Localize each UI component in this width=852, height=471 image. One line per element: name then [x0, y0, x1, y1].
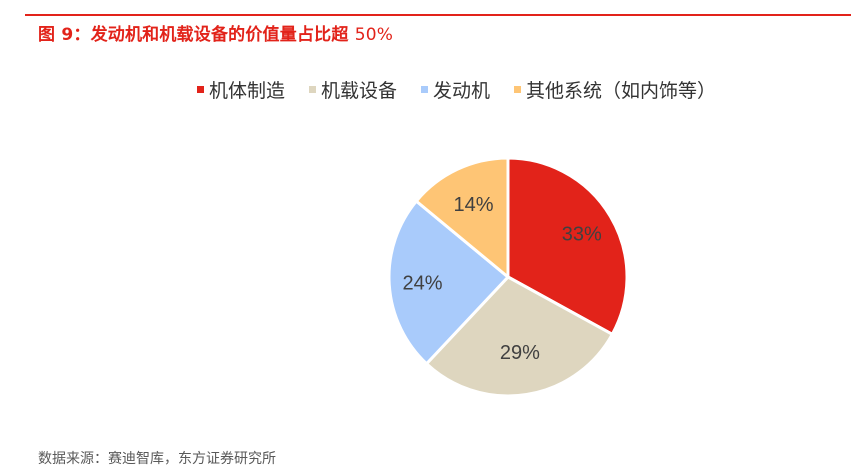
legend-item-other: 其他系统（如内饰等）: [514, 76, 716, 103]
pie-slices: [387, 156, 629, 398]
pie-data-label: 14%: [454, 194, 494, 216]
chart-legend: 机体制造 机载设备 发动机 其他系统（如内饰等）: [197, 76, 716, 102]
legend-label: 发动机: [433, 79, 491, 102]
figure-title-text: 发动机和机载设备的价值量占比超: [90, 25, 355, 45]
legend-item-engine: 发动机: [421, 76, 490, 103]
title-rule: [25, 14, 851, 16]
legend-swatch-icon: [514, 85, 522, 93]
pie-slice: [425, 275, 614, 398]
legend-item-avionics: 机载设备: [309, 76, 397, 103]
pie-data-label: 24%: [402, 272, 442, 294]
legend-swatch-icon: [309, 85, 317, 93]
legend-label: 其他系统（如内饰等）: [526, 79, 717, 102]
pie-data-label: 29%: [500, 342, 540, 364]
figure-title: 图 9：发动机和机载设备的价值量占比超 50%: [38, 20, 393, 45]
legend-swatch-icon: [197, 85, 204, 93]
legend-item-airframe: 机体制造: [197, 76, 285, 103]
pie-slice: [506, 156, 629, 336]
data-source-note: 数据来源：赛迪智库，东方证券研究所: [38, 451, 276, 467]
figure-title-percent: 50%: [354, 25, 394, 45]
legend-label: 机载设备: [321, 79, 398, 102]
legend-label: 机体制造: [209, 79, 286, 102]
pie-slice: [387, 199, 510, 366]
pie-labels: 33% 29% 24% 14%: [402, 194, 602, 364]
pie-data-label: 33%: [562, 223, 602, 245]
legend-swatch-icon: [421, 85, 429, 93]
figure-number: 图 9：: [38, 25, 91, 45]
pie-slice: [414, 156, 510, 279]
